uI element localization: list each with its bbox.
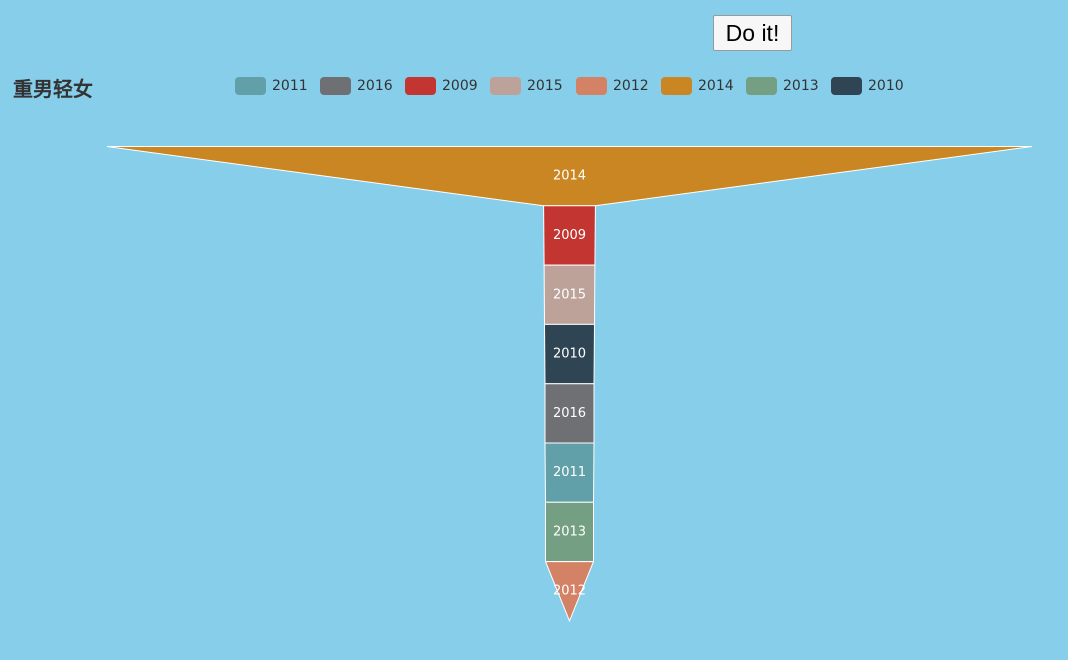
legend-swatch: [831, 77, 862, 95]
legend-swatch: [490, 77, 521, 95]
legend-label: 2016: [357, 78, 393, 94]
legend-label: 2015: [527, 78, 563, 94]
legend-swatch: [746, 77, 777, 95]
legend-label: 2009: [442, 78, 478, 94]
legend-swatch: [405, 77, 436, 95]
funnel-label-2015: 2015: [553, 287, 586, 302]
legend-label: 2013: [783, 78, 819, 94]
funnel-label-2011: 2011: [553, 465, 586, 480]
chart-title: 重男轻女: [13, 77, 93, 101]
funnel-label-2012: 2012: [553, 584, 586, 599]
funnel-label-2010: 2010: [553, 347, 586, 362]
funnel-segment-2012[interactable]: [544, 561, 595, 623]
legend-label: 2014: [698, 78, 734, 94]
funnel-label-2009: 2009: [553, 228, 586, 243]
legend-swatch: [235, 77, 266, 95]
funnel-label-2016: 2016: [553, 406, 586, 421]
funnel-label-2014: 2014: [553, 169, 586, 184]
legend-label: 2011: [272, 78, 308, 94]
funnel-label-2013: 2013: [553, 524, 586, 539]
legend-label: 2010: [868, 78, 904, 94]
legend-swatch: [661, 77, 692, 95]
do-it-button[interactable]: Do it!: [713, 15, 792, 51]
legend-label: 2012: [613, 78, 649, 94]
legend-swatch: [320, 77, 351, 95]
legend-swatch: [576, 77, 607, 95]
